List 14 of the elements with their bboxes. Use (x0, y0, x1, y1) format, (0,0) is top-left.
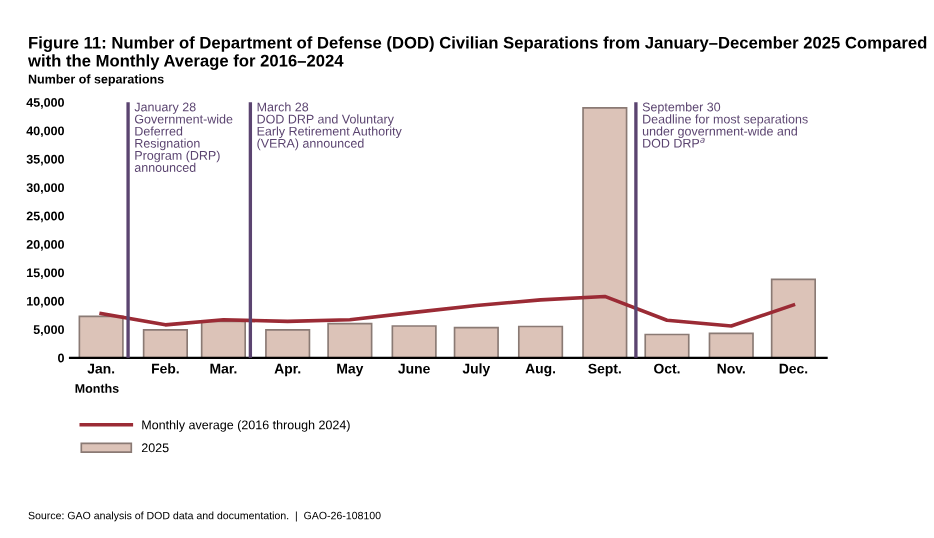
chart-title: Figure 11: Number of Department of Defense (DOD) Civilian Separations from January–December 2025 Compared with the Monthly Average for 2016–2024 (27, 36, 927, 70)
bar (391, 325, 437, 358)
bar (582, 107, 628, 358)
bar (708, 332, 754, 358)
bar (517, 325, 564, 358)
bar (78, 315, 124, 358)
bar (644, 333, 690, 358)
line-series (99, 294, 796, 328)
bar (453, 326, 499, 358)
bar (770, 278, 817, 358)
bar (142, 329, 188, 358)
bar (200, 320, 247, 358)
bar (265, 329, 311, 358)
bar (327, 322, 373, 358)
